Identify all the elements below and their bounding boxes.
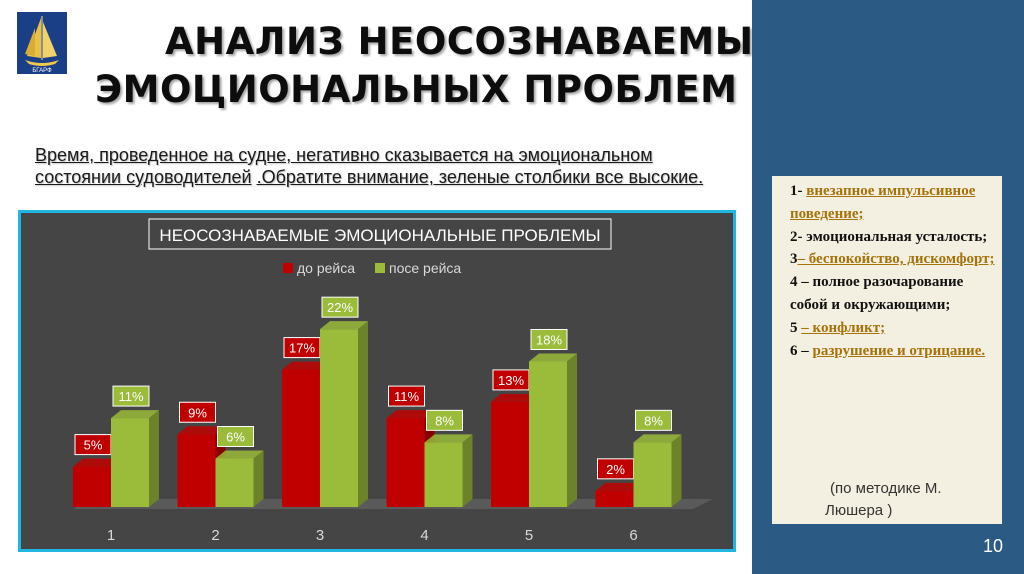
bar-top bbox=[386, 410, 435, 419]
page-title: АНАЛИЗ НЕОСОЗНАВАЕМЫХ ЭМОЦИОНАЛЬНЫХ ПРОБ… bbox=[95, 18, 795, 114]
bar-top bbox=[282, 361, 330, 370]
data-label: 5% bbox=[84, 438, 103, 453]
bar-after-4 bbox=[424, 442, 463, 507]
intro-text-part-2: .Обратите внимание, зеленые столбики все… bbox=[256, 167, 704, 187]
notes-card bbox=[772, 176, 1002, 524]
bar-side bbox=[462, 434, 473, 507]
bar-before-6 bbox=[595, 490, 634, 507]
data-label-box bbox=[530, 329, 568, 350]
data-label-box bbox=[426, 409, 463, 431]
bar-before-3 bbox=[282, 369, 320, 507]
note-text: разрушение и отрицание. bbox=[812, 342, 986, 359]
note-text: полное разочарование собой и окружающими… bbox=[790, 274, 964, 313]
data-label: 18% bbox=[536, 333, 562, 348]
data-label: 22% bbox=[327, 300, 353, 315]
data-label-box bbox=[321, 296, 359, 318]
data-label-box bbox=[179, 401, 216, 423]
note-text: внезапное импульсивное поведение; bbox=[790, 183, 976, 222]
bar-side bbox=[149, 410, 159, 507]
data-label: 6% bbox=[226, 430, 245, 445]
note-prefix: 5 bbox=[790, 319, 802, 336]
data-label: 17% bbox=[289, 341, 315, 356]
note-item: 4 – полное разочарование собой и окружаю… bbox=[790, 271, 995, 317]
title-line-2: ЭМОЦИОНАЛЬНЫХ ПРОБЛЕМ bbox=[95, 68, 738, 111]
sailing-ship-logo-icon: БГАРФ bbox=[25, 16, 59, 74]
bar-chart: НЕОСОЗНАВАЕМЫЕ ЭМОЦИОНАЛЬНЫЕ ПРОБЛЕМЫ до… bbox=[73, 218, 713, 544]
bar-top bbox=[595, 482, 644, 491]
method-note: (по методике М. Люшера ) bbox=[820, 478, 1000, 522]
bar-after-2 bbox=[215, 458, 254, 507]
note-prefix: 4 – bbox=[790, 274, 813, 291]
data-label: 2% bbox=[606, 462, 625, 477]
note-item: 5 – конфликт; bbox=[790, 317, 995, 340]
note-prefix: 2- bbox=[790, 228, 807, 245]
note-item: 6 – разрушение и отрицание. bbox=[790, 340, 995, 363]
note-item: 2- эмоциональная усталость; bbox=[790, 226, 995, 249]
note-prefix: 1- bbox=[790, 183, 807, 199]
x-tick-label: 2 bbox=[211, 527, 219, 544]
bar-top bbox=[633, 434, 682, 443]
logo-caption: БГАРФ bbox=[32, 68, 52, 74]
data-label: 13% bbox=[498, 373, 524, 388]
legend-swatch-before bbox=[283, 263, 293, 273]
method-line-2: Люшера ) bbox=[825, 502, 893, 519]
note-text: эмоциональная усталость; bbox=[806, 228, 988, 245]
title-line-1: АНАЛИЗ НЕОСОЗНАВАЕМЫХ bbox=[165, 20, 783, 63]
bar-top bbox=[111, 410, 159, 419]
data-label-box bbox=[635, 409, 672, 431]
x-tick-label: 4 bbox=[420, 527, 428, 544]
bar-side bbox=[671, 434, 682, 507]
bar-before-4 bbox=[386, 418, 425, 507]
chart-title-box bbox=[148, 218, 612, 250]
logo: БГАРФ bbox=[17, 12, 67, 74]
bar-top bbox=[529, 353, 577, 362]
bar-top bbox=[215, 450, 264, 459]
data-label: 11% bbox=[394, 389, 419, 404]
bar-after-5 bbox=[529, 361, 567, 507]
chart-legend: до рейса посе рейса bbox=[283, 260, 461, 276]
x-tick-label: 6 bbox=[629, 527, 637, 544]
legend-swatch-after bbox=[375, 263, 385, 273]
legend-label-after: посе рейса bbox=[389, 260, 461, 276]
note-prefix: 6 – bbox=[790, 342, 813, 359]
bar-top bbox=[73, 458, 121, 467]
chart-container: НЕОСОЗНАВАЕМЫЕ ЭМОЦИОНАЛЬНЫЕ ПРОБЛЕМЫ до… bbox=[18, 210, 736, 552]
data-label: 8% bbox=[435, 413, 454, 428]
note-item: 1- внезапное импульсивное поведение; bbox=[790, 180, 995, 226]
page-number: 10 bbox=[983, 536, 1004, 556]
bar-after-1 bbox=[111, 418, 149, 507]
bar-before-1 bbox=[73, 466, 111, 507]
data-label-box bbox=[217, 426, 254, 447]
bar-side bbox=[567, 353, 577, 507]
data-label-box bbox=[388, 385, 425, 407]
bar-side bbox=[253, 450, 264, 507]
bar-side bbox=[358, 321, 368, 507]
bar-before-5 bbox=[491, 401, 529, 507]
intro-text: Время, проведенное на судне, негативно с… bbox=[35, 144, 740, 188]
note-item: 3– беспокойство, дискомфорт; bbox=[790, 248, 995, 271]
note-text: – беспокойство, дискомфорт; bbox=[797, 251, 995, 268]
legend-label-before: до рейса bbox=[297, 260, 355, 276]
bar-after-3 bbox=[320, 329, 358, 507]
notes-list: 1- внезапное импульсивное поведение; 2- … bbox=[790, 180, 995, 362]
chart-title: НЕОСОЗНАВАЕМЫЕ ЭМОЦИОНАЛЬНЫЕ ПРОБЛЕМЫ bbox=[159, 226, 600, 245]
bar-top bbox=[491, 393, 539, 402]
bar-after-6 bbox=[633, 442, 672, 507]
data-label: 8% bbox=[644, 413, 663, 428]
note-prefix: 3 bbox=[790, 251, 798, 268]
x-tick-label: 1 bbox=[107, 527, 115, 544]
data-label: 9% bbox=[188, 405, 207, 420]
note-text: – конфликт; bbox=[801, 319, 886, 336]
method-line-1: (по методике М. bbox=[830, 480, 942, 497]
bar-before-2 bbox=[177, 434, 216, 507]
data-label: 11% bbox=[118, 389, 143, 404]
x-tick-label: 5 bbox=[525, 527, 533, 544]
bar-top bbox=[177, 426, 226, 435]
x-tick-label: 3 bbox=[316, 527, 324, 544]
intro-text-part-1: Время, проведенное на судне, негативно с… bbox=[35, 145, 653, 187]
bar-top bbox=[320, 321, 368, 330]
data-label-box bbox=[112, 385, 150, 407]
bar-top bbox=[424, 434, 473, 443]
